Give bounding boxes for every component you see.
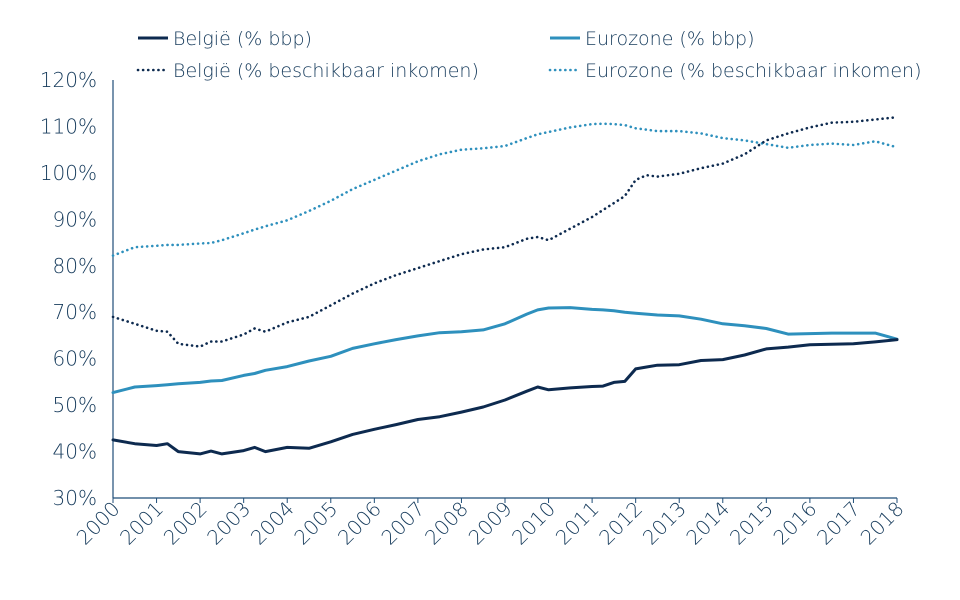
series-line-0 (111, 338, 899, 456)
legend-label-1: Eurozone (% bbp) (585, 28, 755, 50)
x-tick-label: 2016 (768, 497, 821, 550)
x-tick-label: 2002 (159, 497, 212, 550)
x-tick-label: 2007 (376, 497, 429, 550)
x-tick-label: 2006 (333, 497, 386, 550)
x-tick-label: 2010 (507, 497, 560, 550)
y-tick-label: 100% (40, 161, 97, 185)
y-tick-label: 60% (53, 347, 97, 371)
x-tick-label: 2014 (681, 497, 734, 550)
x-tick-label: 2018 (856, 497, 909, 550)
x-tick-label: 2017 (812, 497, 865, 550)
x-tick-label: 2012 (594, 497, 647, 550)
y-tick-label: 80% (53, 254, 97, 278)
y-tick-label: 110% (40, 114, 97, 138)
legend: België (% bbp) Eurozone (% bbp) België (% … (136, 28, 921, 82)
x-tick-label: 2008 (420, 497, 473, 550)
plot-area (111, 115, 899, 456)
y-tick-label: 50% (53, 393, 97, 417)
x-tick-label: 2015 (725, 497, 778, 550)
x-tick-label: 2013 (638, 497, 691, 550)
x-tick-label: 2004 (246, 497, 299, 550)
legend-label-2: België (% beschikbaar inkomen) (173, 60, 479, 82)
y-tick-label: 30% (53, 486, 97, 510)
y-tick-label: 90% (53, 207, 97, 231)
y-axis: 30% 40% 50% 60% 70% 80% 90% 100% 110% 120% (40, 68, 114, 510)
x-tick-label: 2001 (115, 497, 168, 550)
y-tick-label: 70% (53, 300, 97, 324)
x-tick-label: 2003 (202, 497, 255, 550)
legend-label-0: België (% bbp) (173, 28, 312, 50)
legend-label-3: Eurozone (% beschikbaar inkomen) (585, 60, 921, 82)
x-tick-label: 2009 (464, 497, 517, 550)
y-tick-label: 40% (53, 440, 97, 464)
series-line-2 (111, 115, 899, 348)
x-tick-label: 2011 (551, 497, 604, 550)
x-tick-label: 2005 (289, 497, 342, 550)
series-line-1 (111, 306, 899, 395)
series-line-3 (111, 122, 899, 257)
x-axis: 2000200120022003200420052006200720082009… (72, 497, 909, 550)
y-tick-label: 120% (40, 68, 97, 92)
